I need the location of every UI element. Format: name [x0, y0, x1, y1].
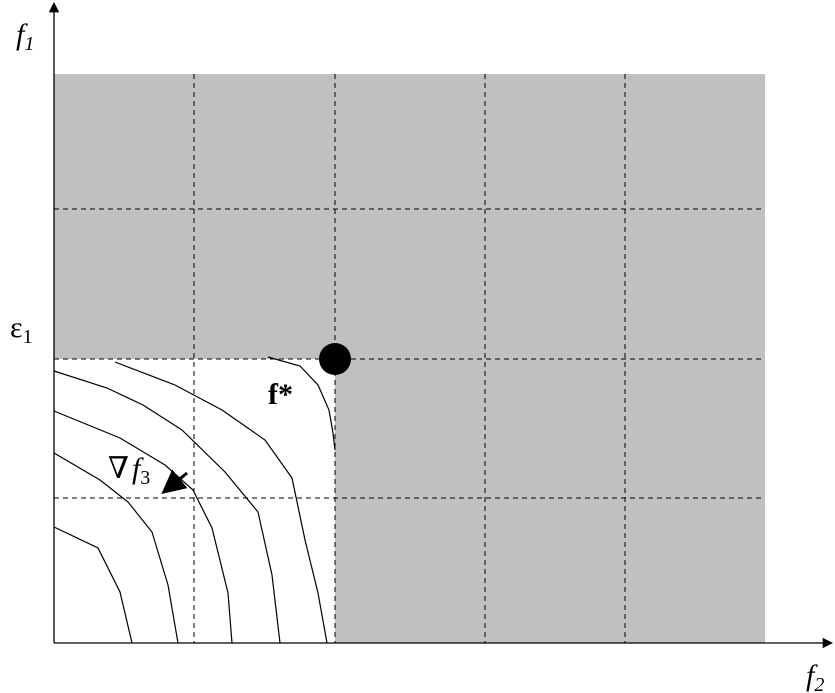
- level-curve: [53, 452, 179, 644]
- level-curve-optimal: [267, 356, 336, 451]
- level-curve: [53, 370, 281, 644]
- x-axis-label: f2: [806, 659, 824, 693]
- gradient-arrow: [161, 469, 188, 495]
- grid-lines: [54, 74, 765, 643]
- level-curves: [53, 356, 336, 644]
- epsilon-label: ε1: [10, 311, 33, 348]
- optimum-point: [319, 343, 351, 375]
- axes: [48, 1, 834, 649]
- gradient-label: ∇ f3: [108, 452, 150, 489]
- optimum-label: f*: [268, 378, 293, 411]
- y-axis-label: f1: [16, 18, 34, 55]
- level-curve: [53, 410, 233, 644]
- level-curve: [114, 361, 328, 644]
- level-curve: [53, 526, 133, 644]
